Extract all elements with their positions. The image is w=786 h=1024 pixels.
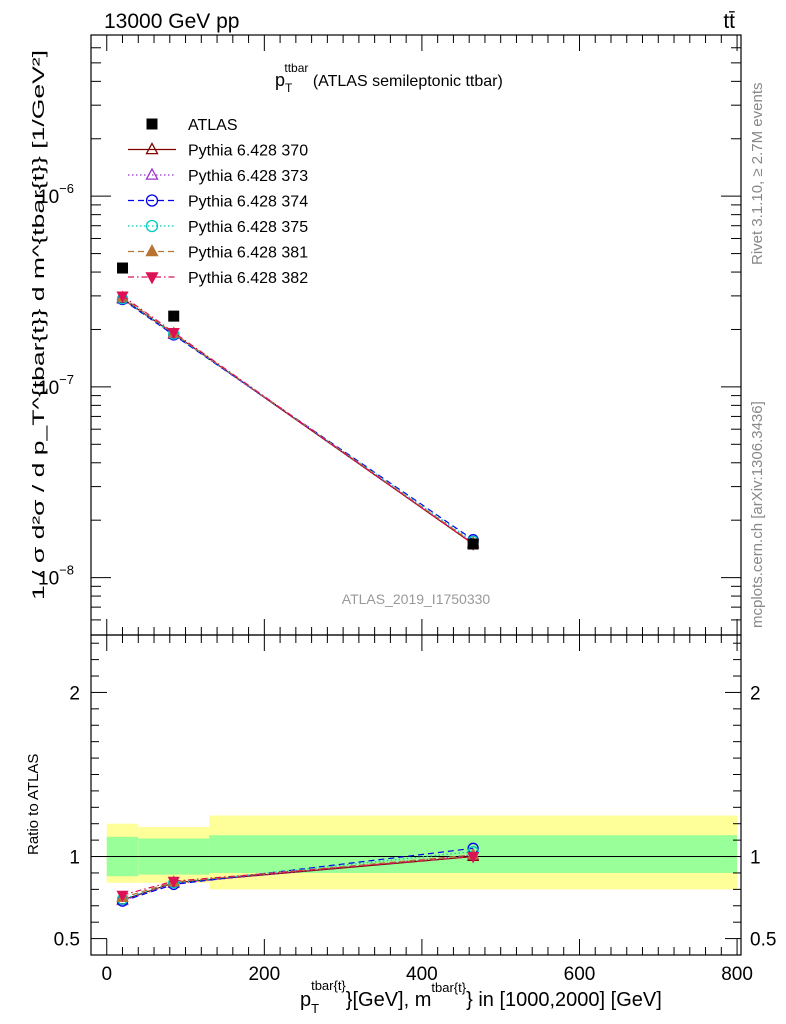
x-tick-label: 800 [721, 964, 753, 985]
plot-title-p: p [275, 70, 285, 90]
legend-marker [145, 244, 159, 257]
x-tick-label: 600 [564, 964, 596, 985]
x-label-T: T [311, 1001, 319, 1016]
x-tick-label: 400 [406, 964, 438, 985]
main-panel: 10−810−710−6 pTttbar (ATLAS semileptonic… [29, 34, 742, 636]
ratio-axis-ticks [91, 635, 741, 955]
watermark: ATLAS_2019_I1750330 [342, 591, 491, 607]
tick-exponent: −7 [59, 372, 74, 387]
tick-exponent: −6 [59, 181, 74, 196]
legend-label: Pythia 6.428 382 [188, 270, 308, 287]
plot-title: pTttbar (ATLAS semileptonic ttbar) [275, 61, 503, 95]
main-y-tick-label: 10−7 [38, 372, 74, 399]
main-series-point [116, 291, 129, 303]
main-series-line [122, 298, 474, 542]
main-series-point [167, 328, 180, 340]
tick-base: 10 [38, 187, 59, 208]
x-label-sup2: tbar{t} [431, 980, 466, 995]
main-y-tick-label: 10−8 [38, 563, 74, 590]
rivet-label: Rivet 3.1.10, ≥ 2.7M events [749, 83, 766, 266]
ratio-panel: 0.5 0.5 1 1 2 2 0 200 400 600 800 Ratio to ATLAS p… [25, 634, 777, 1016]
tick-exponent: −8 [59, 563, 74, 578]
x-label-rest: } in [1000,2000] [GeV] [466, 989, 662, 1011]
x-label-p: p [300, 989, 311, 1011]
x-tick-label: 200 [248, 964, 280, 985]
ratio-series-layer [116, 842, 480, 907]
legend-label: Pythia 6.428 375 [188, 219, 308, 236]
x-label-sup1: tbar{t} [311, 978, 346, 993]
legend-marker [145, 142, 159, 155]
ratio-y-tick-label-right: 2 [750, 683, 761, 704]
process-label: tt̄ [723, 10, 735, 33]
legend-marker [145, 194, 159, 207]
legend-label: Pythia 6.428 370 [188, 143, 308, 160]
plot-title-rest: (ATLAS semileptonic ttbar) [308, 73, 502, 90]
legend-marker [145, 167, 159, 180]
ratio-series-point [167, 876, 180, 889]
tick-base: 10 [38, 378, 59, 399]
legend-marker [145, 272, 159, 285]
ratio-panel-frame [90, 634, 742, 956]
legend-label: ATLAS [188, 117, 238, 134]
source-label: mcplots.cern.ch [arXiv:1306.3436] [749, 401, 766, 628]
legend-marker [145, 219, 159, 233]
energy-label: 13000 GeV pp [104, 10, 239, 33]
x-axis-label: pTtbar{t}}[GeV], mtbar{t}} in [1000,2000… [300, 978, 662, 1016]
atlas-data-point [168, 310, 180, 322]
plot-title-sub: T [285, 81, 293, 95]
ratio-series-point [467, 852, 480, 864]
ratio-y-label: Ratio to ATLAS [25, 754, 42, 855]
legend-label: Pythia 6.428 381 [188, 245, 308, 262]
plot-title-sup: ttbar [284, 61, 308, 75]
atlas-data-point [467, 538, 479, 550]
ratio-series-point [116, 890, 129, 902]
ratio-y-tick-label-right: 0.5 [750, 930, 776, 951]
legend-label: Pythia 6.428 373 [188, 168, 308, 185]
legend-label: Pythia 6.428 374 [188, 194, 308, 211]
ratio-y-tick-label: 0.5 [54, 930, 80, 951]
ratio-y-tick-label-right: 1 [750, 848, 761, 869]
main-y-label: 1 / σ d²σ / d p_T^{tbar{t}} d m^{tbar{t}… [29, 50, 48, 600]
tick-base: 10 [38, 569, 59, 590]
x-tick-label: 0 [101, 964, 112, 985]
main-tick-labels: 10−810−710−6 [38, 181, 74, 589]
legend: ATLAS Pythia 6.428 370 Pythia 6.428 373 Pyt… [128, 117, 308, 287]
main-axis-ticks [91, 34, 741, 636]
ratio-y-tick-label: 1 [69, 848, 80, 869]
atlas-data-point [117, 262, 129, 274]
ratio-y-tick-label: 2 [69, 683, 80, 704]
ratio-series-line [122, 855, 474, 896]
main-y-tick-label: 10−6 [38, 181, 74, 208]
main-series-layer [116, 262, 480, 551]
main-series-line [122, 295, 474, 545]
legend-marker-atlas [146, 118, 158, 130]
x-label-mid: }[GeV], m [346, 989, 432, 1011]
ratio-uncertainty-bands [106, 815, 738, 890]
ratio-tick-labels: 0.5 0.5 1 1 2 2 0 200 400 600 800 [54, 683, 777, 985]
